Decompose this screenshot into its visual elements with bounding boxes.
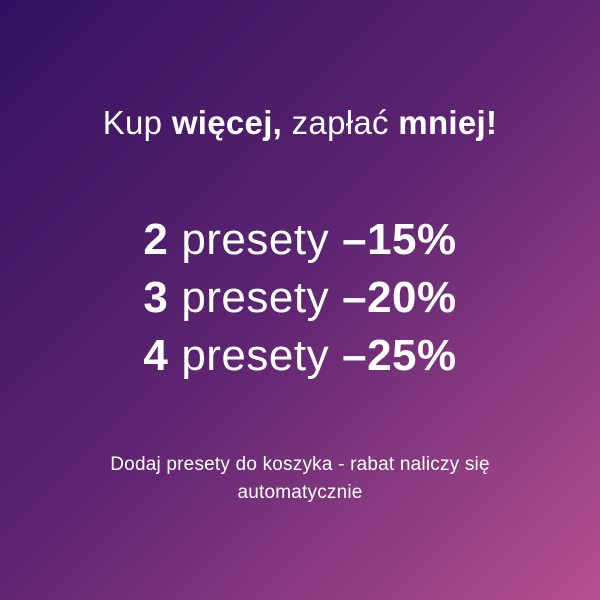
tier-quantity: 4 (143, 331, 169, 381)
discount-tier-row-3: 4 presety –25% (143, 327, 456, 385)
tier-unit: presety (181, 215, 330, 265)
headline-text-regular-2: zapłać (282, 104, 399, 141)
tier-unit: presety (181, 331, 330, 381)
headline: Kup więcej, zapłać mniej! (103, 103, 498, 143)
headline-text-bold-1: więcej, (171, 104, 283, 141)
tier-unit: presety (181, 273, 330, 323)
headline-text-bold-2: mniej! (398, 104, 498, 141)
tier-quantity: 3 (143, 273, 169, 323)
tier-quantity: 2 (143, 215, 169, 265)
footer-note: Dodaj presety do koszyka - rabat naliczy… (110, 454, 490, 504)
discount-tier-list: 2 presety –15% 3 presety –20% 4 presety … (143, 211, 456, 385)
tier-discount: –20% (342, 273, 457, 323)
headline-text-regular-1: Kup (102, 104, 172, 141)
discount-tier-row-1: 2 presety –15% (143, 211, 456, 269)
discount-tier-row-2: 3 presety –20% (143, 269, 456, 327)
tier-discount: –15% (342, 215, 457, 265)
tier-discount: –25% (342, 331, 457, 381)
